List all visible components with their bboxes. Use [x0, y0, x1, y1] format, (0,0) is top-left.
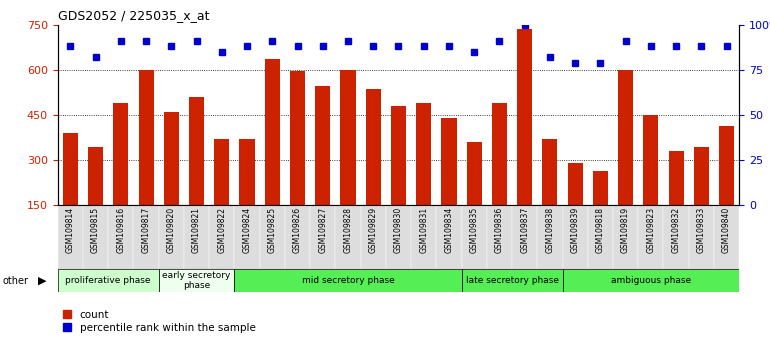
Text: GSM109840: GSM109840 [722, 207, 731, 253]
Bar [310, 205, 336, 269]
Bar [139, 70, 154, 205]
Bar [416, 103, 431, 205]
Text: GSM109837: GSM109837 [521, 207, 529, 253]
Bar [441, 118, 457, 205]
Bar [315, 86, 330, 205]
Bar [265, 59, 280, 205]
Bar [83, 205, 109, 269]
Text: GSM109830: GSM109830 [394, 207, 403, 253]
Bar [360, 205, 386, 269]
Bar [109, 205, 133, 269]
Bar [285, 205, 310, 269]
Bar [643, 115, 658, 205]
Bar [164, 112, 179, 205]
Text: GDS2052 / 225035_x_at: GDS2052 / 225035_x_at [58, 9, 209, 22]
Bar [664, 205, 688, 269]
Bar [113, 103, 129, 205]
Bar [88, 147, 103, 205]
Bar [563, 269, 739, 292]
Bar [668, 151, 684, 205]
Bar [694, 147, 709, 205]
Bar [461, 205, 487, 269]
Bar [618, 70, 633, 205]
Text: late secretory phase: late secretory phase [466, 276, 558, 285]
Bar [391, 106, 406, 205]
Text: GSM109819: GSM109819 [621, 207, 630, 253]
Text: GSM109814: GSM109814 [66, 207, 75, 253]
Bar [588, 205, 613, 269]
Bar [159, 205, 184, 269]
Bar [613, 205, 638, 269]
Bar [638, 205, 664, 269]
Bar [719, 126, 734, 205]
Bar [517, 29, 532, 205]
Text: GSM109825: GSM109825 [268, 207, 276, 253]
Text: GSM109828: GSM109828 [343, 207, 353, 253]
Bar [563, 205, 588, 269]
Text: GSM109821: GSM109821 [192, 207, 201, 253]
Bar [63, 133, 78, 205]
Bar [714, 205, 739, 269]
Text: ambiguous phase: ambiguous phase [611, 276, 691, 285]
Bar [58, 269, 159, 292]
Bar [512, 205, 537, 269]
Bar [133, 205, 159, 269]
Bar [184, 205, 209, 269]
Text: GSM109822: GSM109822 [217, 207, 226, 253]
Bar [467, 142, 482, 205]
Bar [366, 90, 381, 205]
Bar [336, 205, 360, 269]
Bar [567, 163, 583, 205]
Text: proliferative phase: proliferative phase [65, 276, 151, 285]
Bar [290, 72, 305, 205]
Bar [340, 70, 356, 205]
Bar [189, 97, 204, 205]
Text: ▶: ▶ [38, 275, 46, 286]
Text: GSM109816: GSM109816 [116, 207, 126, 253]
Bar [234, 269, 461, 292]
Bar [461, 269, 563, 292]
Text: GSM109826: GSM109826 [293, 207, 302, 253]
Text: GSM109827: GSM109827 [318, 207, 327, 253]
Bar [537, 205, 563, 269]
Bar [58, 205, 83, 269]
Text: GSM109838: GSM109838 [545, 207, 554, 253]
Text: GSM109831: GSM109831 [419, 207, 428, 253]
Text: GSM109815: GSM109815 [91, 207, 100, 253]
Text: GSM109839: GSM109839 [571, 207, 580, 253]
Bar [209, 205, 234, 269]
Text: GSM109829: GSM109829 [369, 207, 378, 253]
Text: GSM109820: GSM109820 [167, 207, 176, 253]
Text: GSM109833: GSM109833 [697, 207, 706, 253]
Bar [259, 205, 285, 269]
Text: GSM109836: GSM109836 [495, 207, 504, 253]
Text: early secretory
phase: early secretory phase [162, 271, 231, 290]
Bar [487, 205, 512, 269]
Text: GSM109823: GSM109823 [646, 207, 655, 253]
Bar [159, 269, 234, 292]
Bar [239, 139, 255, 205]
Bar [214, 139, 229, 205]
Bar [492, 103, 507, 205]
Legend: count, percentile rank within the sample: count, percentile rank within the sample [63, 310, 256, 333]
Text: mid secretory phase: mid secretory phase [302, 276, 394, 285]
Text: GSM109818: GSM109818 [596, 207, 605, 253]
Bar [411, 205, 437, 269]
Text: GSM109832: GSM109832 [671, 207, 681, 253]
Text: other: other [2, 275, 28, 286]
Bar [688, 205, 714, 269]
Text: GSM109835: GSM109835 [470, 207, 479, 253]
Text: GSM109834: GSM109834 [444, 207, 454, 253]
Text: GSM109817: GSM109817 [142, 207, 151, 253]
Bar [437, 205, 461, 269]
Bar [593, 171, 608, 205]
Bar [542, 139, 557, 205]
Text: GSM109824: GSM109824 [243, 207, 252, 253]
Bar [234, 205, 259, 269]
Bar [386, 205, 411, 269]
